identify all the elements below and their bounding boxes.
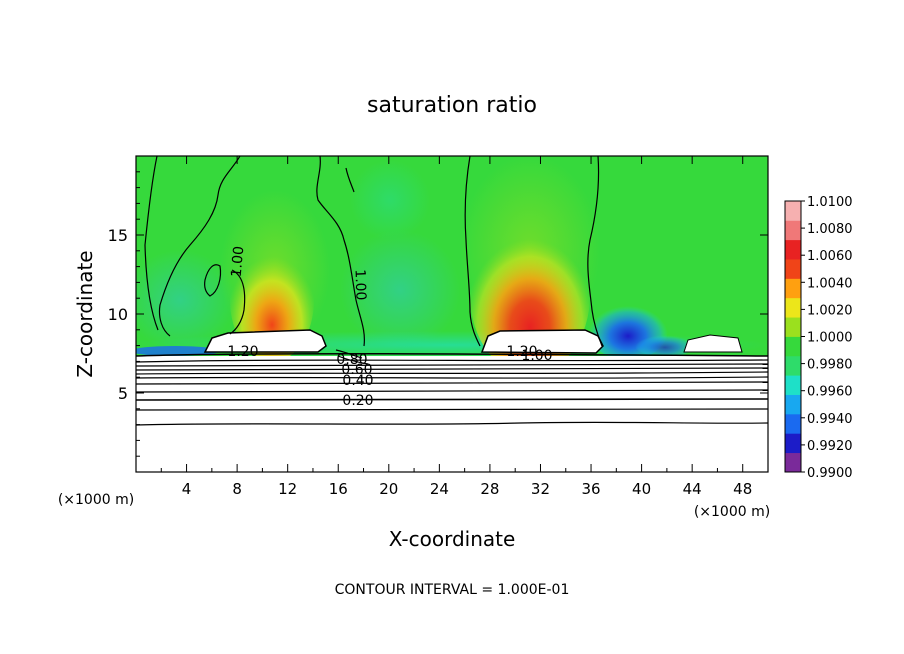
colorbar-swatch <box>785 413 801 434</box>
contour-label: 1.20 <box>506 344 537 360</box>
cool-patch-top <box>350 160 430 240</box>
colorbar-swatch <box>785 317 801 337</box>
cloud-blob-left <box>203 329 327 353</box>
colorbar-label: 1.0020 <box>807 303 853 318</box>
colorbar-swatch <box>785 394 801 415</box>
x-axis-unit-right: (×1000 m) <box>694 504 770 520</box>
contour-label: 1.00 <box>351 269 368 301</box>
y-tick-label: 15 <box>108 226 128 245</box>
x-tick-label: 48 <box>733 480 752 498</box>
cold-patch-right-2 <box>635 333 695 357</box>
undefined-region <box>136 356 768 472</box>
heatmap-field <box>136 156 768 472</box>
contour-label: 0.80 <box>336 352 367 368</box>
contour-label: 0.40 <box>342 373 373 389</box>
x-tick-label: 32 <box>531 480 550 498</box>
contour-label: 1.20 <box>227 344 258 360</box>
x-axis-ticks: 4 8 12 16 20 24 28 32 36 40 44 48 <box>160 156 752 498</box>
colorbar-swatch <box>785 433 801 454</box>
colorbar-label: 1.0080 <box>807 222 853 237</box>
colorbar-swatch <box>785 336 801 357</box>
x-tick-label: 36 <box>581 480 600 498</box>
x-tick-label: 16 <box>329 480 348 498</box>
x-axis-label: X-coordinate <box>389 527 516 551</box>
cool-patch-left <box>136 250 235 350</box>
colorbar-label: 0.9920 <box>807 439 853 454</box>
x-axis-unit-left: (×1000 m) <box>58 492 134 508</box>
cool-patch-mid <box>340 230 460 350</box>
x-tick-label: 44 <box>683 480 702 498</box>
colorbar-swatch <box>785 452 801 473</box>
x-tick-label: 4 <box>182 480 192 498</box>
y-axis-label: Z-coordinate <box>73 250 97 377</box>
colorbar-swatch <box>785 220 801 241</box>
x-tick-label: 8 <box>232 480 242 498</box>
colorbar-label: 1.0000 <box>807 331 853 346</box>
colorbar-swatch <box>785 239 801 260</box>
colorbar-swatch <box>785 375 801 395</box>
cloud-blob-far-right <box>683 334 743 353</box>
colorbar-label: 0.9960 <box>807 385 853 400</box>
contour-label: 1.00 <box>229 245 248 277</box>
cold-strip-left <box>136 346 220 356</box>
y-tick-label: 5 <box>118 384 128 403</box>
colorbar-swatch <box>785 278 801 299</box>
x-tick-label: 12 <box>278 480 297 498</box>
x-tick-label: 28 <box>480 480 499 498</box>
contour-labels: 1.00 1.00 1.20 1.20 1.00 0.80 0.60 0.40 … <box>227 245 552 409</box>
colorbar-label: 0.9940 <box>807 412 853 427</box>
colorbar-swatch <box>785 297 801 318</box>
colorbar-swatch <box>785 259 801 279</box>
contour-interval-note: CONTOUR INTERVAL = 1.000E-01 <box>335 582 570 598</box>
colorbar-label: 0.9900 <box>807 466 853 481</box>
contour-lines <box>136 156 768 426</box>
y-axis-ticks: 5 10 15 <box>108 171 768 457</box>
x-tick-label: 40 <box>632 480 651 498</box>
contour-label: 0.20 <box>342 393 373 409</box>
contour-label: 1.00 <box>521 348 552 364</box>
colorbar-label: 1.0060 <box>807 249 853 264</box>
x-tick-label: 20 <box>379 480 398 498</box>
colorbar: 1.0100 1.0080 1.0060 1.0040 1.0020 1.0000 0.99… <box>784 195 853 481</box>
x-tick-label: 24 <box>430 480 449 498</box>
chart-title: saturation ratio <box>367 93 537 118</box>
contour-label: 0.60 <box>341 362 372 378</box>
colorbar-label: 0.9980 <box>807 358 853 373</box>
colorbar-swatch <box>785 355 801 376</box>
colorbar-label: 1.0040 <box>807 276 853 291</box>
colorbar-swatch <box>785 201 801 221</box>
cloud-blob-right <box>480 329 604 354</box>
colorbar-label: 1.0100 <box>807 195 853 210</box>
y-tick-label: 10 <box>108 305 128 324</box>
